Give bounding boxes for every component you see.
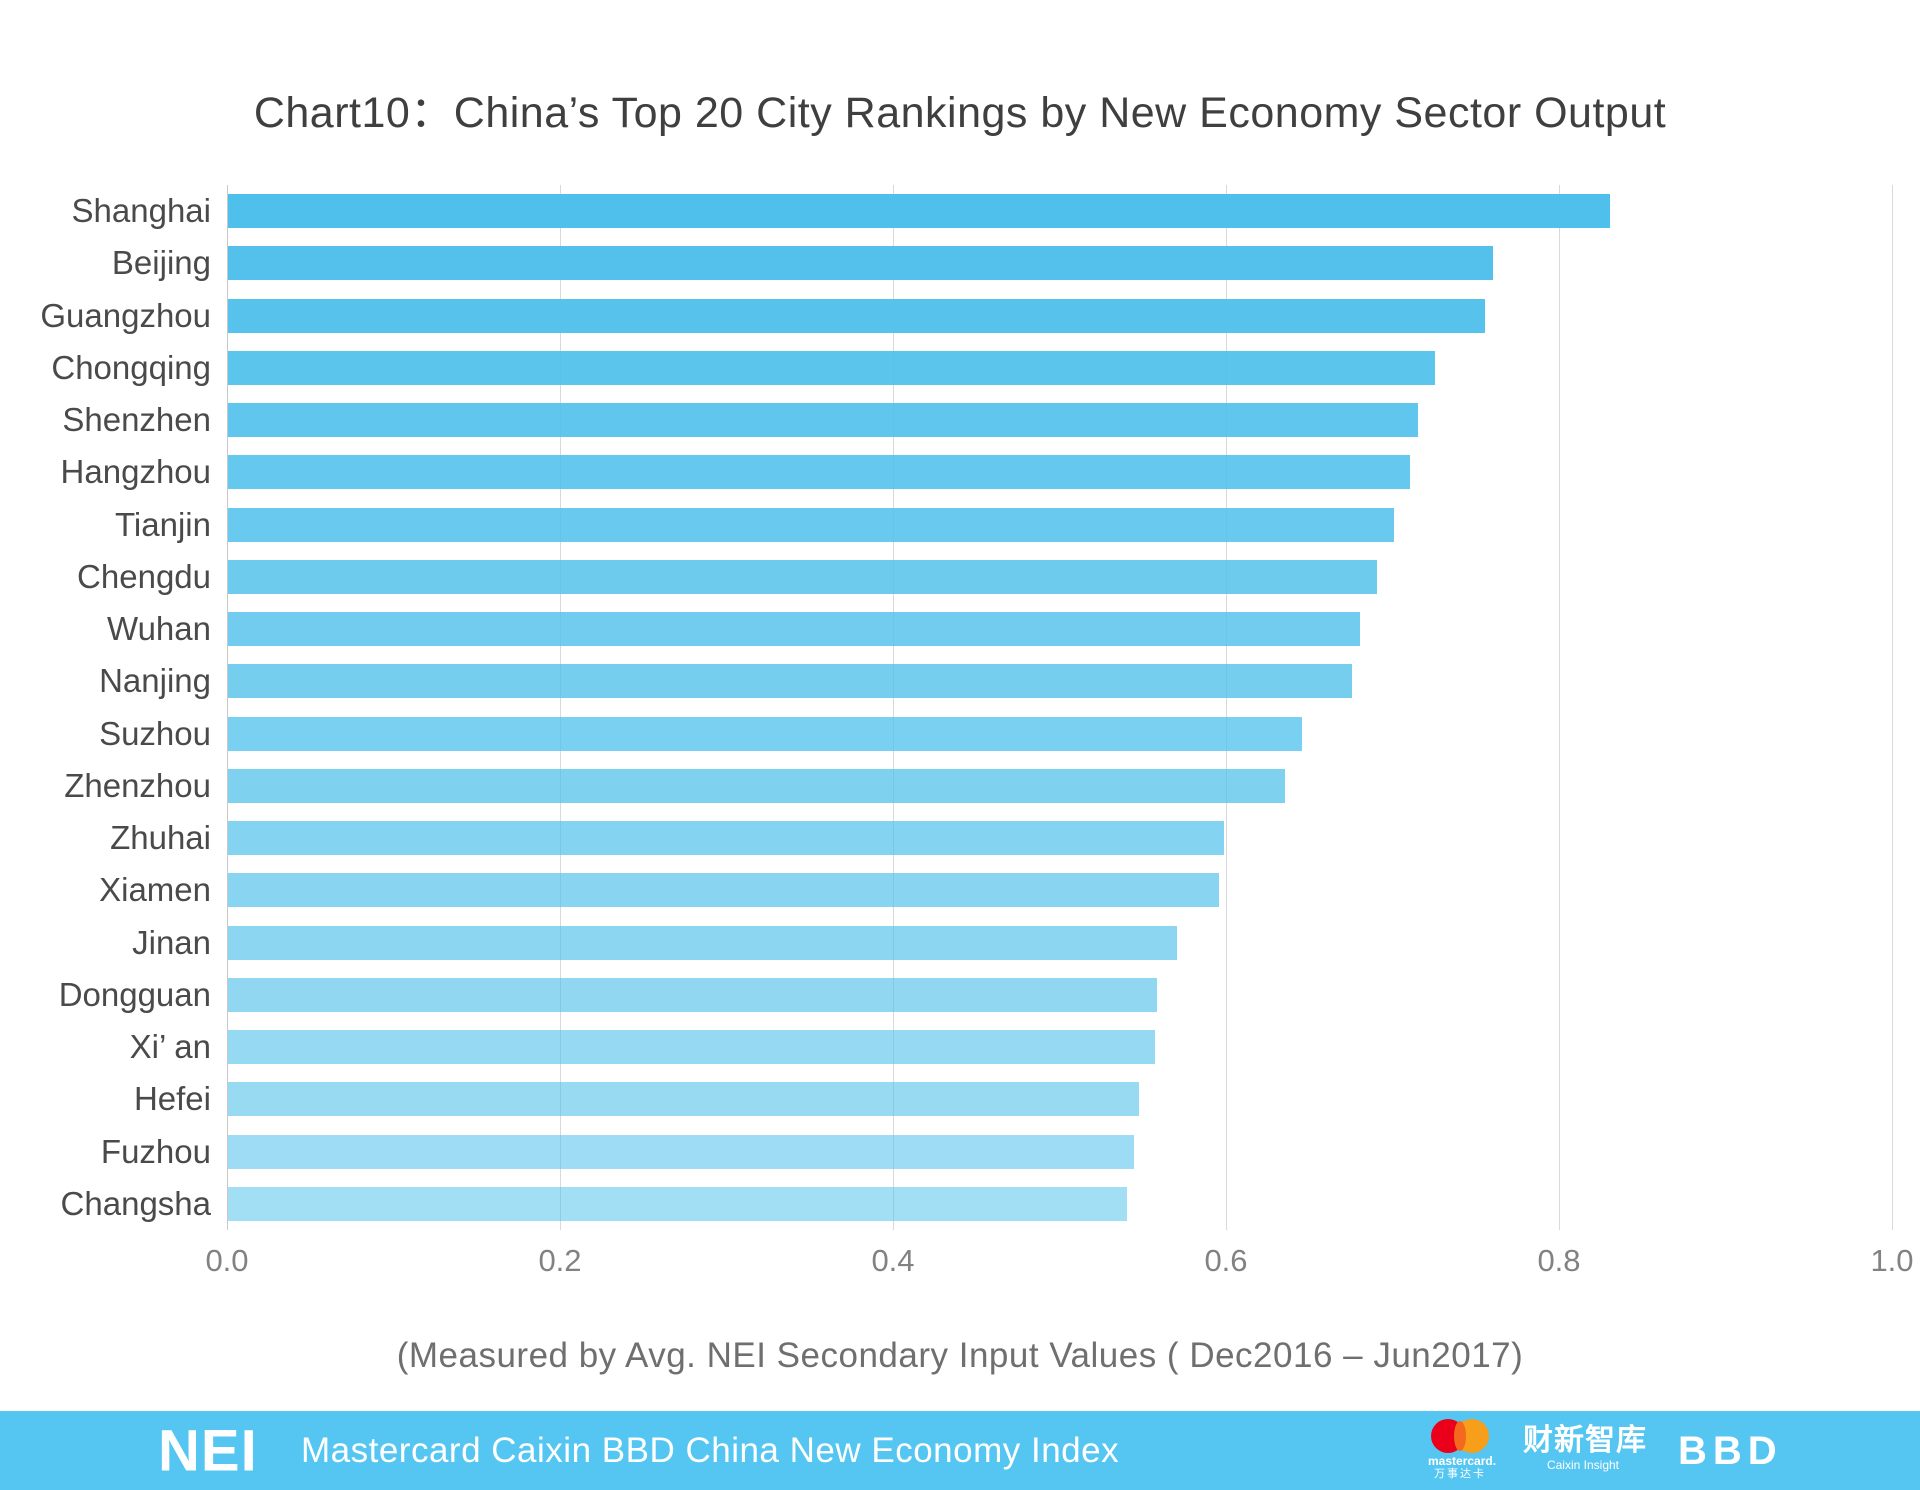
mastercard-logo: mastercard. 万事达卡 bbox=[1428, 1419, 1497, 1485]
city-label: Wuhan bbox=[107, 610, 211, 648]
nei-logo: NEI bbox=[158, 1418, 258, 1483]
plot-area bbox=[227, 185, 1893, 1230]
city-label: Hefei bbox=[133, 1080, 211, 1118]
city-label: Guangzhou bbox=[40, 296, 211, 334]
x-tick-label: 0.0 bbox=[205, 1243, 249, 1278]
mastercard-overlap-icon bbox=[1454, 1421, 1466, 1451]
gridline bbox=[1226, 185, 1227, 1230]
city-label: Jinan bbox=[132, 923, 211, 961]
city-label: Xiamen bbox=[99, 871, 211, 909]
city-label: Shanghai bbox=[71, 192, 211, 230]
footer-logos: mastercard. 万事达卡 财新智库 Caixin Insight BBD bbox=[1360, 1411, 1920, 1490]
gridline bbox=[893, 185, 894, 1230]
bar-changsha bbox=[228, 1186, 1128, 1221]
city-label: Fuzhou bbox=[100, 1132, 211, 1170]
city-label: Zhenzhou bbox=[64, 766, 211, 804]
bar-guangzhou bbox=[228, 298, 1486, 333]
bar-xiamen bbox=[228, 873, 1219, 908]
bar-nanjing bbox=[228, 664, 1352, 699]
bar-suzhou bbox=[228, 716, 1302, 751]
x-tick-label: 0.4 bbox=[871, 1243, 915, 1278]
mastercard-chinese-label: 万事达卡 bbox=[1434, 1468, 1486, 1480]
city-label: Shenzhen bbox=[62, 401, 211, 439]
caixin-english-label: Caixin Insight bbox=[1546, 1458, 1620, 1472]
city-label: Dongguan bbox=[58, 975, 211, 1013]
bar-wuhan bbox=[228, 612, 1361, 647]
city-label: Beijing bbox=[111, 244, 211, 282]
city-label: Chengdu bbox=[77, 557, 211, 595]
city-label: Suzhou bbox=[99, 714, 211, 752]
gridline bbox=[1892, 185, 1893, 1230]
bar-zhenzhou bbox=[228, 768, 1286, 803]
mastercard-wordmark: mastercard. bbox=[1428, 1454, 1497, 1468]
bar-shanghai bbox=[228, 194, 1610, 229]
bar-xian bbox=[228, 1030, 1156, 1065]
bar-fuzhou bbox=[228, 1134, 1134, 1169]
bar-dongguan bbox=[228, 977, 1158, 1012]
caixin-chinese-wordmark: 财新智库 bbox=[1523, 1424, 1647, 1457]
gridline bbox=[1559, 185, 1560, 1230]
axis-caption: (Measured by Avg. NEI Secondary Input Va… bbox=[396, 1336, 1524, 1375]
x-tick-label: 0.6 bbox=[1204, 1243, 1248, 1278]
footer-bar: NEI Mastercard Caixin BBD China New Econ… bbox=[0, 1411, 1920, 1490]
bar-hangzhou bbox=[228, 455, 1411, 490]
city-label: Xi’ an bbox=[129, 1028, 211, 1066]
city-label: Zhuhai bbox=[110, 819, 211, 857]
bar-beijing bbox=[228, 246, 1494, 281]
footer-index-title: Mastercard Caixin BBD China New Economy … bbox=[301, 1430, 1120, 1470]
y-axis-city-labels: Shanghai Beijing Guangzhou Chongqing Shenzhe… bbox=[0, 185, 211, 1230]
caixin-insight-logo: 财新智库 Caixin Insight bbox=[1523, 1424, 1647, 1473]
mastercard-circles-icon bbox=[1428, 1419, 1492, 1453]
bar-jinan bbox=[228, 925, 1178, 960]
city-label: Nanjing bbox=[99, 662, 211, 700]
gridline bbox=[560, 185, 561, 1230]
chart-title: Chart10：China’s Top 20 City Rankings by … bbox=[253, 89, 1667, 137]
bar-zhuhai bbox=[228, 821, 1224, 856]
city-label: Chongqing bbox=[51, 348, 211, 386]
bar-tianjin bbox=[228, 507, 1394, 542]
x-tick-label: 0.8 bbox=[1537, 1243, 1581, 1278]
city-label: Tianjin bbox=[115, 505, 211, 543]
city-label: Hangzhou bbox=[60, 453, 211, 491]
x-tick-label: 0.2 bbox=[538, 1243, 582, 1278]
city-label: Changsha bbox=[60, 1184, 211, 1222]
bbd-logo: BBD bbox=[1678, 1429, 1783, 1473]
bar-shenzhen bbox=[228, 403, 1419, 438]
bar-chongqing bbox=[228, 350, 1436, 385]
bar-chengdu bbox=[228, 559, 1377, 594]
bar-hefei bbox=[228, 1082, 1139, 1117]
y-axis-line bbox=[227, 185, 228, 1230]
x-axis-tick-labels: 0.0 0.2 0.4 0.6 0.8 1.0 bbox=[205, 1243, 1913, 1283]
x-tick-label: 1.0 bbox=[1870, 1243, 1914, 1278]
